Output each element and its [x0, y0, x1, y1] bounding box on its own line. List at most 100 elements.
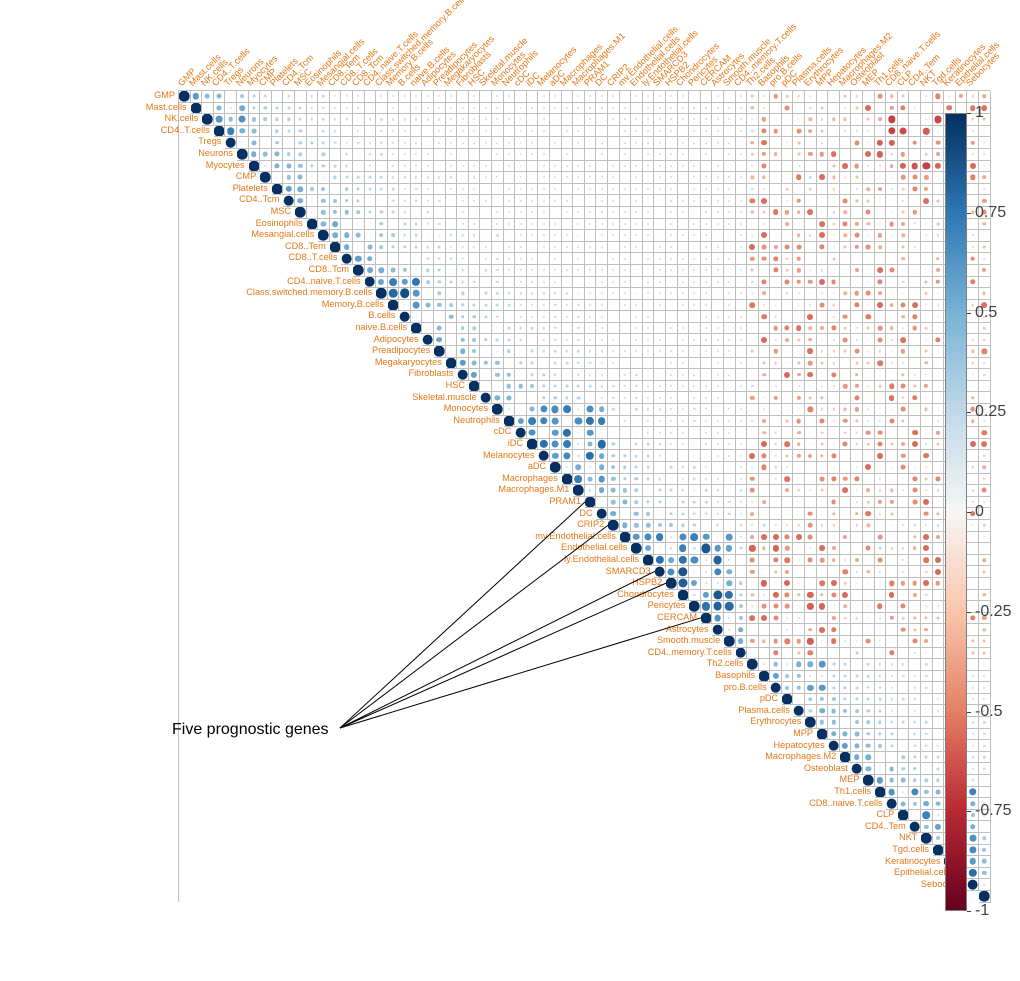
- corr-cell: [770, 149, 782, 161]
- corr-cell: [805, 392, 817, 404]
- corr-cell: [759, 532, 771, 544]
- corr-cell: [793, 439, 805, 451]
- corr-cell: [701, 358, 713, 370]
- corr-cell: [782, 543, 794, 555]
- corr-cell: [979, 566, 991, 578]
- corr-cell: [921, 91, 933, 103]
- corr-cell: [759, 219, 771, 231]
- corr-cell: [643, 288, 655, 300]
- corr-cell: [701, 439, 713, 451]
- corr-cell: [747, 636, 759, 648]
- corr-cell: [434, 242, 446, 254]
- corr-cell: [701, 404, 713, 416]
- corr-cell: [736, 555, 748, 567]
- corr-cell: [782, 694, 794, 706]
- corr-cell: [886, 114, 898, 126]
- corr-cell: [701, 485, 713, 497]
- corr-cell: [724, 369, 736, 381]
- corr-cell: [666, 532, 678, 544]
- corr-cell: [620, 346, 632, 358]
- corr-cell: [817, 543, 829, 555]
- corr-cell: [909, 427, 921, 439]
- corr-cell: [747, 149, 759, 161]
- corr-cell: [886, 161, 898, 173]
- corr-cell: [817, 648, 829, 660]
- corr-cell: [817, 439, 829, 451]
- corr-cell: [596, 427, 608, 439]
- corr-cell: [620, 149, 632, 161]
- corr-cell: [967, 659, 979, 671]
- corr-cell: [538, 311, 550, 323]
- corr-cell: [909, 485, 921, 497]
- corr-cell: [399, 149, 411, 161]
- corr-cell: [585, 369, 597, 381]
- corr-cell: [573, 439, 585, 451]
- corr-cell: [909, 242, 921, 254]
- corr-cell: [573, 172, 585, 184]
- corr-cell: [515, 137, 527, 149]
- corr-cell: [538, 230, 550, 242]
- corr-cell: [933, 137, 945, 149]
- corr-cell: [689, 462, 701, 474]
- corr-cell: [967, 671, 979, 683]
- corr-cell: [573, 474, 585, 486]
- corr-cell: [202, 103, 214, 115]
- corr-cell: [388, 172, 400, 184]
- corr-cell: [805, 613, 817, 625]
- corr-cell: [620, 450, 632, 462]
- corr-cell: [747, 172, 759, 184]
- corr-cell: [863, 439, 875, 451]
- corr-cell: [631, 172, 643, 184]
- corr-cell: [782, 219, 794, 231]
- corr-cell: [631, 543, 643, 555]
- corr-cell: [921, 798, 933, 810]
- corr-cell: [550, 346, 562, 358]
- corr-cell: [202, 114, 214, 126]
- corr-cell: [770, 311, 782, 323]
- corr-cell: [643, 404, 655, 416]
- corr-cell: [933, 369, 945, 381]
- corr-cell: [851, 671, 863, 683]
- corr-cell: [689, 508, 701, 520]
- corr-cell: [643, 114, 655, 126]
- corr-cell: [840, 184, 852, 196]
- corr-cell: [840, 161, 852, 173]
- corr-cell: [736, 277, 748, 289]
- corr-cell: [480, 334, 492, 346]
- corr-cell: [538, 358, 550, 370]
- corr-cell: [701, 126, 713, 138]
- corr-cell: [620, 334, 632, 346]
- corr-cell: [724, 462, 736, 474]
- corr-cell: [817, 404, 829, 416]
- corr-cell: [736, 427, 748, 439]
- corr-cell: [596, 207, 608, 219]
- corr-cell: [701, 334, 713, 346]
- corr-cell: [805, 485, 817, 497]
- corr-cell: [817, 346, 829, 358]
- corr-cell: [933, 358, 945, 370]
- corr-cell: [921, 195, 933, 207]
- corr-cell: [898, 439, 910, 451]
- corr-cell: [817, 207, 829, 219]
- corr-cell: [550, 161, 562, 173]
- corr-cell: [515, 346, 527, 358]
- corr-cell: [793, 497, 805, 509]
- corr-cell: [596, 358, 608, 370]
- corr-cell: [631, 288, 643, 300]
- corr-cell: [353, 126, 365, 138]
- corr-cell: [666, 404, 678, 416]
- corr-cell: [701, 590, 713, 602]
- corr-cell: [898, 497, 910, 509]
- corr-cell: [747, 334, 759, 346]
- corr-cell: [365, 265, 377, 277]
- corr-cell: [701, 253, 713, 265]
- corr-cell: [909, 288, 921, 300]
- corr-cell: [701, 172, 713, 184]
- corr-cell: [666, 346, 678, 358]
- corr-cell: [307, 114, 319, 126]
- corr-cell: [921, 543, 933, 555]
- corr-cell: [654, 265, 666, 277]
- corr-cell: [689, 311, 701, 323]
- corr-cell: [782, 566, 794, 578]
- corr-cell: [469, 91, 481, 103]
